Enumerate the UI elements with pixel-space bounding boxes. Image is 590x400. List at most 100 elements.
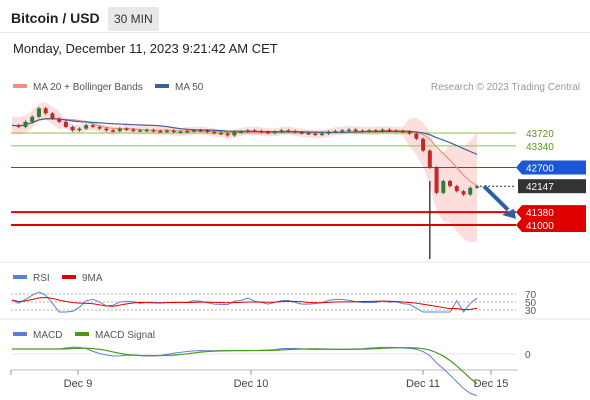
- candle-body: [414, 133, 419, 139]
- candle-body: [286, 130, 291, 132]
- candle-body: [191, 130, 196, 132]
- macd-panel: 0: [11, 346, 531, 397]
- macd-zero-label: 0: [525, 350, 531, 361]
- ma50-legend-swatch: [155, 84, 169, 88]
- last-price-label: 42147: [526, 182, 554, 193]
- candle-body: [90, 125, 95, 127]
- candle-body: [50, 113, 55, 119]
- candle-body: [245, 130, 250, 132]
- candle-body: [279, 130, 284, 132]
- candle-body: [36, 108, 41, 117]
- interval-badge[interactable]: 30 MIN: [108, 7, 159, 31]
- support-label: 41000: [526, 221, 554, 232]
- candle-body: [394, 130, 399, 133]
- macd-signal-legend-swatch: [75, 332, 89, 336]
- candle-body: [421, 138, 426, 151]
- candle-body: [43, 108, 48, 114]
- candle-body: [266, 131, 271, 134]
- candle-body: [218, 133, 223, 135]
- ma20-line: [11, 118, 478, 187]
- candle-body: [454, 186, 459, 192]
- candle-body: [16, 125, 21, 127]
- candle-body: [272, 131, 277, 134]
- candle-body: [340, 130, 345, 132]
- time-axis: Dec 9 Dec 10 Dec 11 Dec 15: [10, 370, 509, 390]
- candle-body: [111, 130, 116, 132]
- candle-body: [400, 130, 405, 133]
- ma50-line: [11, 118, 478, 155]
- candle-body: [353, 129, 358, 132]
- pivot-tag: [516, 160, 586, 175]
- candle-body: [131, 129, 136, 132]
- header-divider: [0, 32, 590, 33]
- bollinger-band-area: [12, 102, 477, 242]
- candle-body: [448, 181, 453, 187]
- candle-body: [205, 130, 210, 133]
- candle-body: [407, 131, 412, 134]
- projection-arrow-shaft: [482, 184, 510, 212]
- rsi-legend-label: RSI: [33, 273, 50, 284]
- candle-body: [313, 133, 318, 136]
- projection: [482, 184, 516, 219]
- research-credit: Research © 2023 Trading Central: [431, 82, 580, 93]
- candle-body: [144, 129, 149, 132]
- timestamp: Monday, December 11, 2023 9:21:42 AM CET: [13, 41, 278, 56]
- candle-body: [84, 125, 89, 129]
- last-price-tag: [518, 179, 586, 194]
- ma50-legend-label: MA 50: [175, 82, 204, 93]
- candle-body: [30, 116, 35, 122]
- rsi-level-label: 50: [525, 298, 537, 309]
- candle-body: [293, 130, 298, 133]
- x-tick-label: Dec 15: [474, 378, 509, 390]
- candle-body: [124, 128, 129, 131]
- candle-body: [158, 130, 163, 133]
- x-tick-label: Dec 11: [406, 378, 440, 390]
- candle-body: [441, 181, 446, 193]
- candle-body: [387, 129, 392, 132]
- candle-body: [468, 187, 473, 195]
- candle-body: [367, 130, 372, 132]
- candle-body: [475, 186, 479, 188]
- candle-body: [239, 131, 244, 134]
- rsi-legend-swatch: [13, 275, 27, 279]
- candle-body: [427, 150, 432, 168]
- candle-body: [380, 129, 385, 132]
- instrument-title: Bitcoin / USD: [11, 10, 100, 26]
- candle-body: [185, 130, 190, 133]
- candle-body: [171, 130, 176, 133]
- ma20-legend-label: MA 20 + Bollinger Bands: [33, 82, 143, 93]
- candle-body: [138, 130, 143, 132]
- rsi-level-label: 70: [525, 290, 537, 301]
- support-tag: [516, 218, 586, 232]
- candle-body: [70, 126, 75, 131]
- rsi-level-label: 30: [525, 306, 537, 317]
- candle-body: [225, 133, 230, 136]
- candle-body: [259, 130, 264, 133]
- candle-body: [346, 129, 351, 132]
- candle-body: [326, 131, 331, 134]
- moving-averages: [11, 118, 478, 187]
- candle-body: [104, 128, 109, 131]
- candle-body: [232, 131, 237, 136]
- resistance-label: 43340: [526, 142, 554, 153]
- macd-signal-legend-label: MACD Signal: [95, 330, 155, 341]
- candle-body: [57, 118, 62, 122]
- candle-body: [333, 130, 338, 133]
- candle-body: [306, 133, 311, 135]
- rsi-9ma-line: [11, 297, 478, 310]
- macd-legend-label: MACD: [33, 330, 62, 341]
- support-tag: [516, 205, 586, 220]
- candle-body: [77, 128, 82, 131]
- candle-body: [165, 130, 169, 133]
- candle-body: [461, 191, 466, 195]
- candle-body: [63, 121, 68, 127]
- candle-body: [97, 126, 102, 129]
- chart-header: Bitcoin / USD 30 MIN Monday, December 11…: [0, 0, 590, 70]
- macd-signal-line: [12, 347, 478, 385]
- ma9-legend-label: 9MA: [82, 273, 103, 284]
- candles: [16, 106, 479, 259]
- candle-body: [198, 130, 203, 132]
- pivot-label: 42700: [526, 164, 554, 175]
